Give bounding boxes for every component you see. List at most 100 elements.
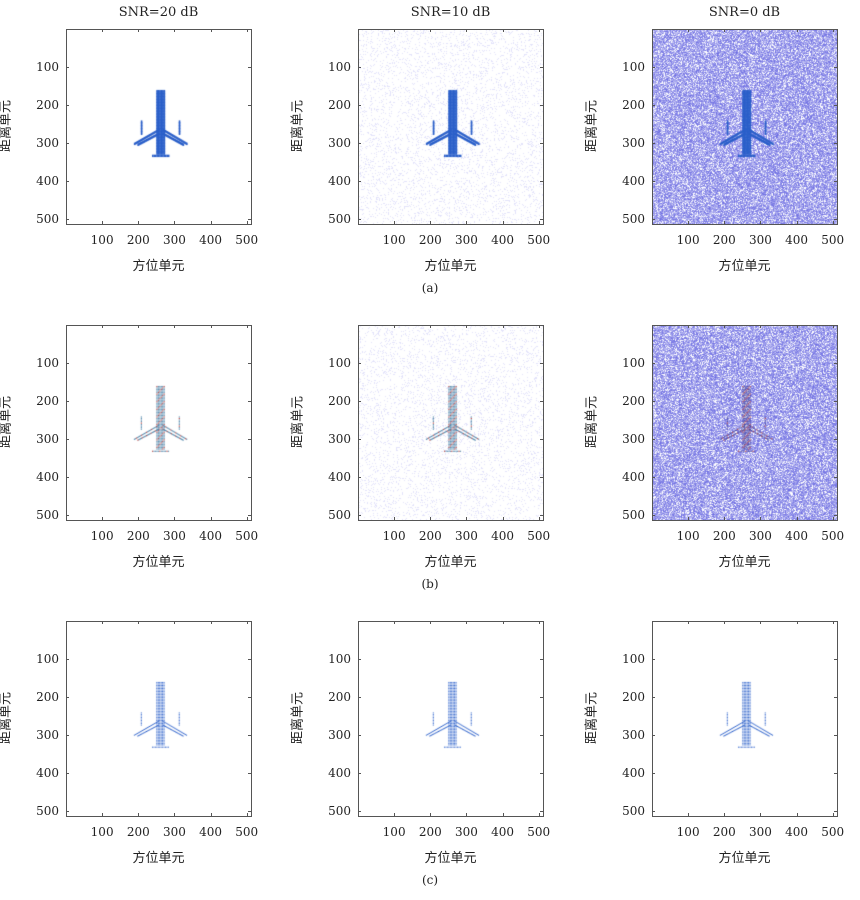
y-tick-label: 300 bbox=[622, 136, 645, 151]
x-tick-mark bbox=[502, 325, 504, 328]
heatmap-image bbox=[652, 621, 837, 816]
x-axis-label: 方位单元 bbox=[424, 851, 477, 866]
y-tick-mark bbox=[358, 143, 361, 145]
x-tick-label: 500 bbox=[821, 825, 845, 839]
y-tick-label: 100 bbox=[622, 652, 645, 667]
y-tick-mark bbox=[66, 477, 69, 479]
x-tick-mark bbox=[246, 517, 248, 520]
y-tick-label: 500 bbox=[328, 508, 351, 523]
x-tick-mark bbox=[688, 517, 690, 520]
y-tick-label: 300 bbox=[36, 136, 59, 151]
y-tick-label: 200 bbox=[328, 690, 351, 705]
y-tick-label: 500 bbox=[622, 508, 645, 523]
y-tick-mark bbox=[540, 181, 543, 183]
x-tick-mark bbox=[430, 813, 432, 816]
y-tick-mark bbox=[248, 697, 251, 699]
chart-panel-a-3: SNR=0 dB 100 200 300 400 500 100 200 300 400 500 距离… bbox=[585, 5, 845, 274]
y-tick-mark bbox=[652, 659, 655, 661]
x-tick-label: 500 bbox=[527, 529, 551, 543]
x-tick-mark bbox=[538, 29, 540, 32]
x-tick-mark bbox=[430, 621, 432, 624]
x-tick-label: 200 bbox=[418, 233, 442, 247]
x-tick-mark bbox=[174, 621, 176, 624]
y-tick-label: 400 bbox=[36, 766, 59, 781]
y-tick-mark bbox=[540, 515, 543, 517]
x-tick-mark bbox=[538, 221, 540, 224]
y-tick-label: 400 bbox=[328, 174, 351, 189]
x-tick-label: 400 bbox=[785, 233, 808, 247]
y-tick-mark bbox=[66, 181, 69, 183]
chart-panel-a-1: SNR=20 dB 100 200 300 400 500 100 200 300 400 500 距… bbox=[0, 5, 258, 274]
x-axis-label: 方位单元 bbox=[424, 259, 477, 274]
x-tick-mark bbox=[466, 325, 468, 328]
heatmap-image bbox=[66, 325, 251, 520]
x-tick-label: 300 bbox=[162, 825, 186, 839]
x-tick-mark bbox=[430, 29, 432, 32]
caption-a: (a) bbox=[421, 281, 439, 295]
y-tick-label: 400 bbox=[328, 766, 351, 781]
y-tick-mark bbox=[540, 219, 543, 221]
y-tick-mark bbox=[652, 105, 655, 107]
x-tick-mark bbox=[760, 621, 762, 624]
y-tick-label: 200 bbox=[36, 98, 59, 113]
x-tick-mark bbox=[138, 325, 140, 328]
x-tick-label: 200 bbox=[712, 825, 736, 839]
x-tick-mark bbox=[210, 29, 212, 32]
x-tick-mark bbox=[760, 517, 762, 520]
x-tick-mark bbox=[138, 813, 140, 816]
y-tick-mark bbox=[834, 219, 837, 221]
x-tick-label: 100 bbox=[676, 825, 700, 839]
x-tick-mark bbox=[210, 517, 212, 520]
x-tick-mark bbox=[394, 29, 396, 32]
chart-title: SNR=10 dB bbox=[410, 5, 491, 20]
x-tick-label: 500 bbox=[821, 233, 845, 247]
y-tick-label: 300 bbox=[622, 432, 645, 447]
y-axis-label: 距离单元 bbox=[290, 691, 306, 745]
x-tick-mark bbox=[246, 813, 248, 816]
y-tick-mark bbox=[248, 219, 251, 221]
chart-title: SNR=0 dB bbox=[708, 5, 781, 20]
x-tick-mark bbox=[688, 621, 690, 624]
y-tick-mark bbox=[248, 811, 251, 813]
heatmap-image bbox=[652, 325, 837, 520]
y-tick-mark bbox=[834, 439, 837, 441]
x-tick-mark bbox=[102, 621, 104, 624]
y-tick-label: 500 bbox=[622, 804, 645, 819]
x-tick-mark bbox=[760, 221, 762, 224]
x-tick-mark bbox=[430, 517, 432, 520]
y-tick-mark bbox=[652, 811, 655, 813]
x-tick-mark bbox=[430, 325, 432, 328]
y-tick-mark bbox=[652, 735, 655, 737]
y-tick-label: 400 bbox=[622, 174, 645, 189]
x-tick-label: 100 bbox=[676, 529, 700, 543]
x-tick-mark bbox=[688, 29, 690, 32]
x-tick-mark bbox=[394, 517, 396, 520]
y-tick-mark bbox=[358, 735, 361, 737]
x-tick-label: 200 bbox=[418, 825, 442, 839]
y-tick-label: 500 bbox=[328, 212, 351, 227]
y-tick-label: 400 bbox=[36, 174, 59, 189]
chart-title: SNR=20 dB bbox=[118, 5, 199, 20]
x-tick-mark bbox=[394, 221, 396, 224]
heatmap-image bbox=[358, 325, 543, 520]
x-tick-label: 400 bbox=[491, 233, 514, 247]
y-tick-mark bbox=[248, 659, 251, 661]
x-tick-label: 100 bbox=[676, 233, 700, 247]
x-tick-label: 200 bbox=[712, 529, 736, 543]
y-tick-mark bbox=[248, 401, 251, 403]
x-tick-mark bbox=[796, 325, 798, 328]
x-tick-label: 300 bbox=[748, 825, 772, 839]
x-tick-mark bbox=[724, 325, 726, 328]
x-tick-mark bbox=[760, 29, 762, 32]
x-tick-mark bbox=[832, 621, 834, 624]
y-tick-mark bbox=[358, 477, 361, 479]
y-tick-label: 500 bbox=[36, 212, 59, 227]
x-tick-mark bbox=[102, 221, 104, 224]
y-tick-mark bbox=[248, 515, 251, 517]
y-tick-mark bbox=[652, 219, 655, 221]
x-tick-mark bbox=[832, 29, 834, 32]
x-tick-mark bbox=[102, 517, 104, 520]
x-tick-label: 200 bbox=[126, 529, 150, 543]
heatmap-image bbox=[652, 29, 837, 224]
x-tick-mark bbox=[688, 325, 690, 328]
